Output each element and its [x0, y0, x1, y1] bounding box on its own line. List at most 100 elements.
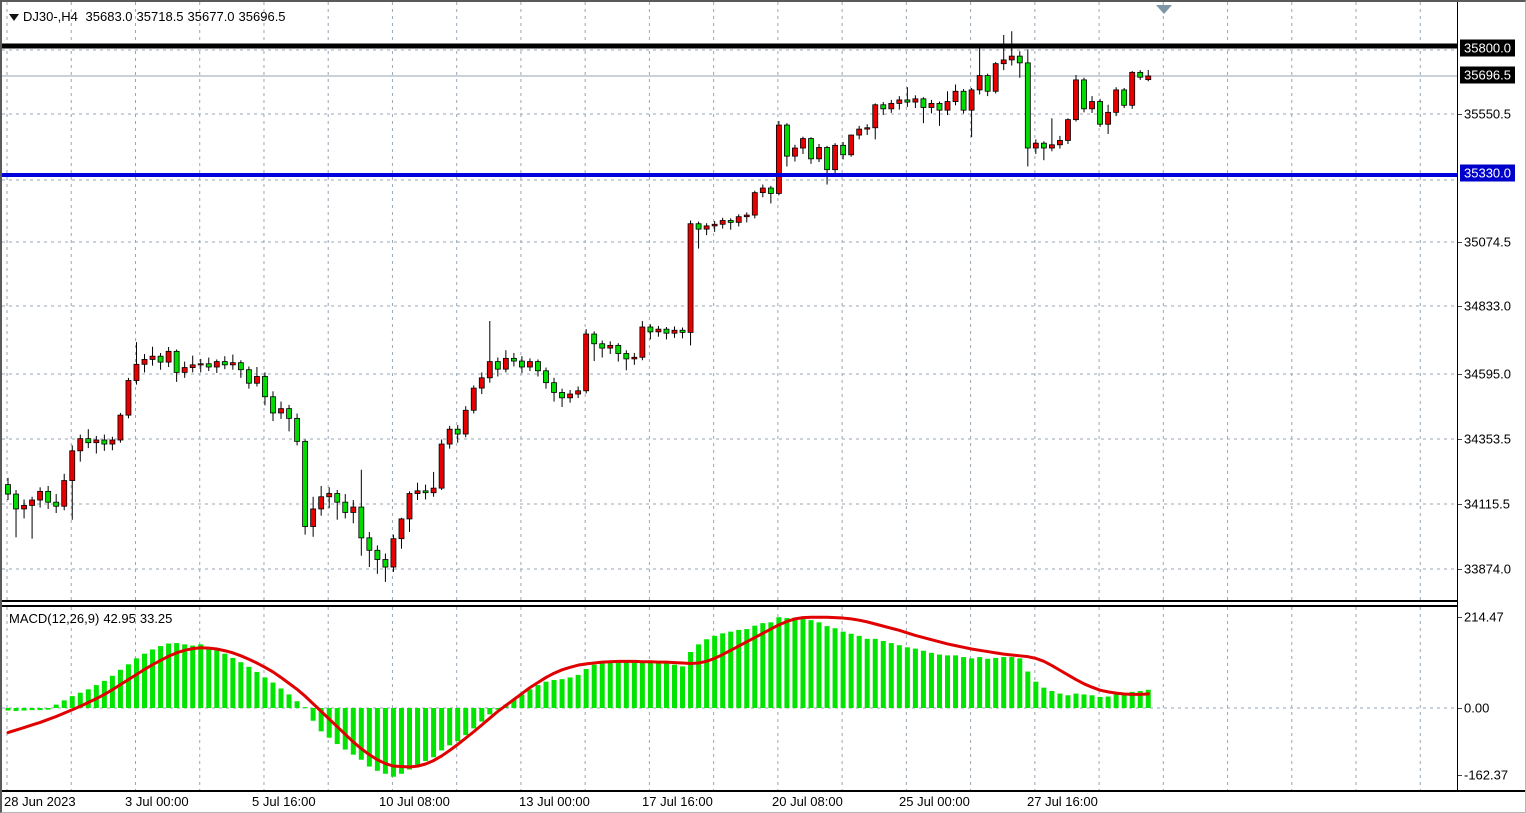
candle: [350, 506, 357, 513]
macd-histogram-bar: [318, 708, 324, 732]
pane-splitter[interactable]: [2, 605, 1457, 607]
candle: [816, 147, 822, 160]
chart-title: DJ30-,H4 35683.0 35718.5 35677.0 35696.5: [9, 9, 290, 24]
macd-indicator-pane[interactable]: [2, 607, 1457, 790]
axis-tick: [1458, 439, 1462, 440]
price-axis[interactable]: 35800.0 35696.5 35550.5 35330.0 35074.5 34833…: [1457, 2, 1525, 790]
pane-splitter[interactable]: [2, 600, 1457, 602]
macd-histogram-bar: [1017, 658, 1023, 708]
macd-histogram-bar: [784, 618, 790, 708]
candle: [848, 134, 855, 156]
macd-histogram-bar: [864, 638, 870, 708]
axis-label--162.37: -162.37: [1464, 767, 1509, 783]
candle: [727, 220, 734, 223]
macd-histogram-bar: [366, 708, 372, 767]
chart-shift-marker-icon[interactable]: [1156, 5, 1172, 14]
macd-histogram-bar: [1097, 696, 1103, 708]
time-label-25 Jul 00:00: 25 Jul 00:00: [899, 794, 970, 809]
candle: [221, 361, 228, 366]
axis-label-35696.5: 35696.5: [1460, 66, 1515, 84]
macd-histogram-bar: [936, 654, 942, 708]
candle: [486, 361, 493, 379]
macd-histogram-bar: [21, 708, 27, 711]
macd-histogram-bar: [945, 655, 951, 708]
axis-label-35550.5: 35550.5: [1464, 106, 1511, 122]
axis-label-33874.0: 33874.0: [1464, 561, 1511, 577]
macd-histogram-bar: [1089, 695, 1095, 708]
candle: [45, 490, 52, 503]
candle: [968, 89, 975, 111]
macd-histogram-bar: [840, 631, 846, 708]
candle: [1089, 101, 1095, 110]
candle: [519, 360, 525, 368]
symbol-dropdown-icon[interactable]: [9, 14, 19, 21]
candle: [1008, 55, 1015, 61]
time-axis[interactable]: 28 Jun 2023 3 Jul 00:00 5 Jul 16:00 10 Jul …: [2, 792, 1457, 812]
macd-histogram-bar: [1113, 694, 1119, 708]
candle: [262, 376, 268, 398]
candle: [382, 559, 389, 568]
candle: [1113, 89, 1120, 113]
candle: [920, 98, 927, 108]
time-axis-separator: [2, 790, 1525, 792]
candle: [880, 104, 887, 110]
macd-histogram-bar: [423, 708, 429, 762]
candle: [784, 124, 790, 157]
axis-label-35330.0: 35330.0: [1460, 164, 1515, 182]
candle: [775, 124, 782, 194]
candle: [679, 329, 686, 333]
macd-histogram-bar: [1009, 657, 1015, 708]
axis-label-34595.0: 34595.0: [1464, 366, 1511, 382]
macd-histogram-bar: [390, 708, 396, 777]
candle: [414, 490, 421, 494]
candle: [310, 508, 317, 527]
macd-histogram-bar: [904, 647, 910, 708]
symbol-period-label: DJ30-,H4: [23, 9, 78, 24]
time-label-13 Jul 00:00: 13 Jul 00:00: [519, 794, 590, 809]
candle: [1049, 144, 1055, 149]
candle: [631, 356, 638, 360]
macd-histogram-bar: [326, 708, 332, 738]
macd-histogram-bar: [415, 708, 421, 766]
macd-histogram-bar: [1025, 671, 1031, 708]
candle: [165, 350, 172, 363]
candle: [936, 103, 943, 111]
price-chart-pane[interactable]: [2, 2, 1457, 600]
macd-histogram-bar: [158, 646, 164, 708]
candle: [687, 223, 694, 333]
candle: [430, 487, 437, 494]
candle: [695, 223, 702, 230]
candle: [1024, 62, 1031, 149]
candle: [896, 99, 903, 104]
macd-histogram-bar: [479, 708, 485, 722]
candle: [13, 493, 19, 510]
macd-histogram-bar: [294, 701, 300, 708]
ohlc-low: 35677.0: [187, 9, 235, 24]
macd-histogram-bar: [222, 653, 228, 708]
candle: [398, 518, 405, 540]
macd-histogram-bar: [872, 638, 878, 708]
candle: [1057, 140, 1063, 146]
axis-label-0.00: 0.00: [1464, 700, 1490, 716]
macd-histogram-bar: [993, 657, 999, 708]
macd-histogram-bar: [977, 657, 983, 708]
macd-histogram-bar: [407, 708, 412, 770]
macd-histogram-bar: [1033, 681, 1039, 708]
candle: [647, 326, 654, 333]
time-label-20 Jul 08:00: 20 Jul 08:00: [772, 794, 843, 809]
macd-histogram-bar: [969, 658, 975, 708]
macd-histogram-bar: [1073, 693, 1079, 708]
candle: [800, 138, 806, 149]
axis-tick: [1458, 617, 1462, 618]
candle: [510, 357, 517, 362]
candle: [1137, 71, 1144, 78]
macd-histogram-bar: [985, 658, 991, 708]
macd-histogram-bar: [953, 655, 959, 708]
macd-histogram-bar: [77, 692, 83, 708]
candle: [824, 147, 830, 171]
candle: [607, 344, 614, 349]
candle: [77, 438, 84, 452]
candle: [703, 225, 710, 230]
candle: [751, 192, 758, 216]
macd-histogram-bar: [133, 658, 139, 708]
